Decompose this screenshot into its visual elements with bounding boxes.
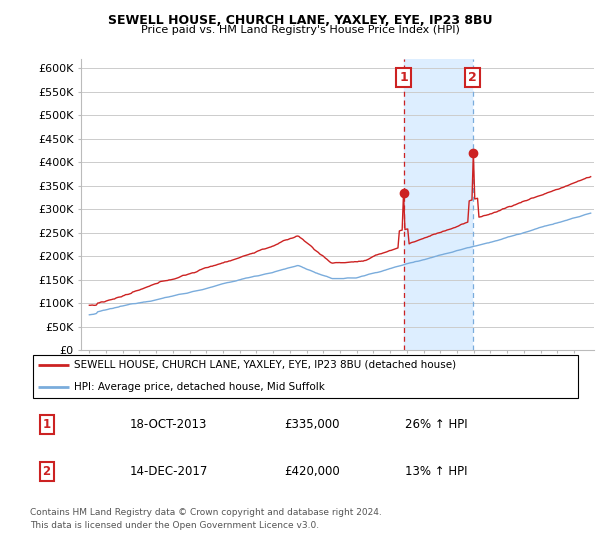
Text: 1: 1 [399, 71, 408, 84]
Text: 26% ↑ HPI: 26% ↑ HPI [406, 418, 468, 431]
Text: Price paid vs. HM Land Registry's House Price Index (HPI): Price paid vs. HM Land Registry's House … [140, 25, 460, 35]
Text: SEWELL HOUSE, CHURCH LANE, YAXLEY, EYE, IP23 8BU (detached house): SEWELL HOUSE, CHURCH LANE, YAXLEY, EYE, … [74, 360, 456, 370]
Text: 2: 2 [469, 71, 477, 84]
Text: £335,000: £335,000 [284, 418, 340, 431]
FancyBboxPatch shape [33, 354, 578, 399]
Text: Contains HM Land Registry data © Crown copyright and database right 2024.
This d: Contains HM Land Registry data © Crown c… [30, 507, 382, 530]
Text: 13% ↑ HPI: 13% ↑ HPI [406, 465, 468, 478]
Text: 18-OCT-2013: 18-OCT-2013 [130, 418, 207, 431]
Text: 14-DEC-2017: 14-DEC-2017 [130, 465, 208, 478]
Text: SEWELL HOUSE, CHURCH LANE, YAXLEY, EYE, IP23 8BU: SEWELL HOUSE, CHURCH LANE, YAXLEY, EYE, … [108, 14, 492, 27]
Text: 2: 2 [43, 465, 50, 478]
Text: HPI: Average price, detached house, Mid Suffolk: HPI: Average price, detached house, Mid … [74, 382, 325, 392]
Text: £420,000: £420,000 [284, 465, 340, 478]
Text: 1: 1 [43, 418, 50, 431]
